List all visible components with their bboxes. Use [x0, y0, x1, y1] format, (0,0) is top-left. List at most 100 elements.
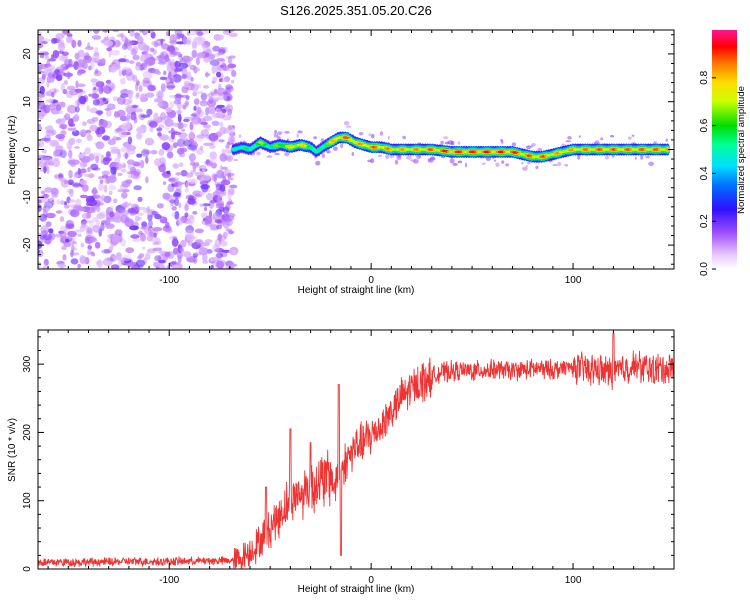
- noise-blob: [226, 201, 234, 205]
- noise-blob: [89, 107, 98, 114]
- noise-blob: [80, 242, 85, 248]
- noise-blob: [167, 71, 172, 80]
- noise-blob: [43, 52, 50, 56]
- noise-blob: [184, 186, 190, 193]
- ridge-halo: [444, 141, 450, 145]
- noise-blob: [130, 48, 137, 56]
- ridge-halo: [634, 156, 637, 160]
- noise-blob: [70, 249, 74, 258]
- noise-blob: [171, 212, 176, 217]
- noise-blob: [64, 113, 71, 120]
- noise-blob: [164, 118, 174, 127]
- noise-blob: [76, 70, 83, 76]
- noise-blob: [145, 30, 155, 34]
- noise-blob: [137, 212, 144, 216]
- noise-blob: [59, 216, 65, 223]
- ridge-halo: [394, 159, 399, 165]
- noise-blob: [54, 110, 64, 115]
- noise-blob: [166, 170, 171, 175]
- ridge-halo: [527, 161, 531, 165]
- noise-blob: [92, 204, 96, 213]
- noise-blob: [84, 46, 94, 51]
- ridge-halo: [600, 137, 604, 141]
- noise-blob: [74, 100, 80, 107]
- noise-blob: [105, 151, 111, 158]
- ridge-halo: [610, 134, 615, 138]
- noise-blob: [212, 76, 218, 83]
- noise-blob: [123, 152, 130, 158]
- noise-blob: [60, 200, 65, 206]
- noise-blob: [79, 194, 89, 199]
- noise-blob: [68, 118, 74, 127]
- noise-blob: [72, 174, 79, 180]
- ridge-halo: [429, 160, 434, 163]
- noise-blob: [145, 176, 149, 184]
- noise-blob: [177, 142, 183, 147]
- noise-blob: [46, 165, 50, 175]
- noise-blob: [215, 34, 224, 41]
- noise-blob: [199, 191, 205, 196]
- noise-blob: [55, 134, 66, 139]
- noise-blob: [45, 98, 54, 104]
- noise-blob: [73, 61, 79, 70]
- colorbar-tick-label: 0.6: [699, 118, 710, 132]
- noise-blob: [139, 94, 147, 103]
- noise-blob: [216, 190, 224, 198]
- noise-blob: [137, 216, 142, 221]
- noise-blob: [87, 251, 91, 255]
- noise-blob: [187, 30, 198, 36]
- noise-blob: [112, 198, 118, 204]
- noise-blob: [132, 104, 139, 109]
- noise-blob: [181, 73, 187, 80]
- noise-blob: [204, 239, 213, 243]
- noise-blob: [202, 124, 211, 129]
- noise-blob: [166, 31, 170, 37]
- noise-blob: [38, 102, 46, 110]
- noise-blob: [177, 114, 182, 123]
- noise-blob: [228, 135, 236, 144]
- noise-blob: [149, 127, 154, 133]
- noise-blob: [227, 63, 237, 69]
- noise-blob: [207, 105, 216, 115]
- noise-blob: [94, 241, 101, 249]
- noise-blob: [117, 152, 121, 160]
- noise-blob: [214, 219, 222, 224]
- ridge-halo: [552, 164, 558, 167]
- noise-blob: [227, 193, 232, 200]
- noise-blob: [42, 193, 50, 198]
- noise-blob: [150, 31, 156, 39]
- ridge-halo: [402, 135, 406, 140]
- noise-blob: [87, 132, 91, 139]
- noise-blob: [129, 225, 139, 231]
- noise-blob: [154, 213, 162, 220]
- ridge-halo: [578, 135, 581, 138]
- noise-blob: [79, 160, 88, 168]
- noise-blob: [73, 113, 80, 121]
- snr-panel: -100 0 100 0 100 200 300 Height of straight li…: [7, 329, 675, 595]
- noise-blob: [160, 83, 166, 92]
- x-tick-label: 0: [368, 275, 374, 286]
- ridge-halo: [501, 160, 505, 164]
- noise-blob: [137, 196, 143, 202]
- noise-blob: [180, 239, 187, 248]
- noise-blob: [159, 112, 167, 121]
- noise-blob: [52, 50, 60, 59]
- x-tick-label: -100: [159, 275, 179, 286]
- noise-blob: [143, 44, 150, 53]
- noise-blob: [85, 220, 94, 224]
- colorbar-tick-label: 0.2: [699, 214, 710, 228]
- noise-blob: [112, 135, 117, 140]
- noise-blob: [216, 58, 225, 61]
- noise-blob: [92, 99, 100, 106]
- noise-blob: [125, 216, 130, 223]
- noise-blob: [184, 212, 189, 218]
- noise-blob: [179, 247, 185, 253]
- noise-blob: [215, 108, 221, 114]
- noise-blob: [38, 140, 45, 148]
- noise-blob: [133, 185, 142, 191]
- chart-title: S126.2025.351.05.20.C26: [280, 3, 432, 18]
- noise-blob: [68, 149, 73, 159]
- noise-blob: [100, 249, 111, 254]
- noise-blob: [150, 237, 161, 243]
